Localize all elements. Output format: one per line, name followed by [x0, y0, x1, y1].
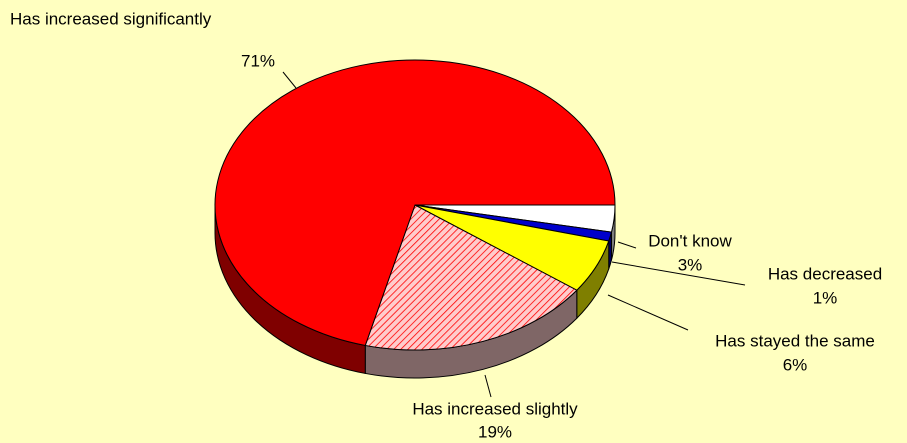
leader-line — [282, 71, 297, 89]
slice-label: Don't know — [648, 231, 732, 250]
slice-value-label: 6% — [783, 355, 808, 374]
leader-line — [617, 241, 637, 249]
slice-label: Has stayed the same — [715, 331, 875, 350]
slice-value-label: 19% — [478, 422, 512, 441]
slice-label: Has increased significantly — [10, 9, 212, 28]
pie-slice — [214, 59, 616, 347]
leader-line — [484, 374, 492, 398]
slice-value-label: 3% — [678, 255, 703, 274]
slice-value-label: 1% — [813, 288, 838, 307]
leader-line — [607, 294, 689, 331]
pie-slice — [364, 204, 578, 351]
slice-value-label: 71% — [241, 51, 275, 70]
slice-label: Has decreased — [768, 264, 882, 283]
slice-label: Has increased slightly — [412, 399, 578, 418]
leader-line — [611, 261, 746, 286]
